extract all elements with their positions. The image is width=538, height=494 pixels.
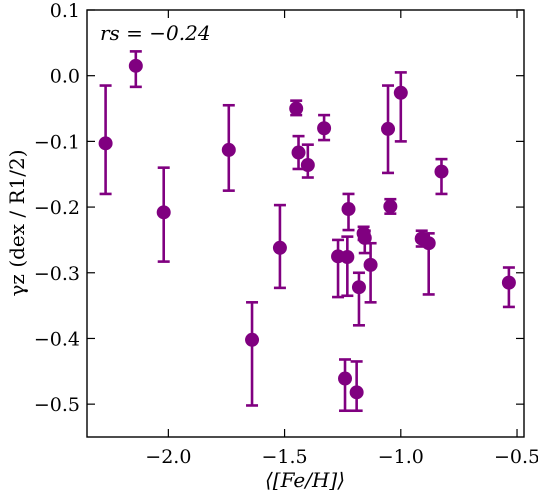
- x-tick-label: −2.0: [145, 446, 191, 468]
- y-tick-label: 0.1: [50, 0, 80, 22]
- axis-ticks: −2.0 −1.5 −1.0 −0.5 0.1 0.0 −0.1 −0.2 −0.3 −0.4 −0…: [34, 0, 538, 468]
- marker: [357, 230, 372, 245]
- marker: [381, 121, 396, 136]
- y-tick-label: −0.3: [34, 263, 80, 285]
- marker: [98, 136, 113, 151]
- data-point: [221, 103, 236, 192]
- x-tick-label: −1.5: [262, 446, 308, 468]
- marker: [289, 101, 304, 116]
- marker: [341, 202, 356, 217]
- data-point: [421, 232, 436, 296]
- y-tick-label: 0.0: [50, 66, 80, 88]
- marker: [340, 250, 355, 265]
- data-point: [434, 157, 449, 196]
- plot-frame: [86, 9, 525, 438]
- data-point: [156, 166, 171, 263]
- marker: [245, 332, 260, 347]
- data-point: [300, 143, 315, 179]
- x-axis-label: ⟨[Fe/H]⟩: [265, 468, 345, 492]
- annotation-rs: rs = −0.24: [100, 21, 211, 45]
- y-tick-label: −0.2: [34, 197, 80, 219]
- data-point: [357, 229, 372, 255]
- y-axis-label: γz (dex / R1/2): [5, 149, 29, 296]
- marker: [156, 205, 171, 220]
- marker: [291, 145, 306, 160]
- data-point: [381, 84, 396, 175]
- data-point: [128, 50, 143, 89]
- marker: [421, 236, 436, 251]
- data-point: [501, 266, 516, 309]
- marker: [338, 371, 353, 386]
- data-points: [98, 50, 516, 413]
- marker: [501, 275, 516, 290]
- marker: [393, 85, 408, 100]
- marker: [351, 280, 366, 295]
- marker: [300, 158, 315, 173]
- data-point: [331, 238, 346, 299]
- data-point: [340, 235, 355, 298]
- marker: [383, 199, 398, 214]
- data-point: [349, 360, 364, 413]
- data-point: [245, 301, 260, 407]
- data-point: [272, 203, 287, 290]
- data-point: [289, 99, 304, 117]
- marker: [349, 385, 364, 400]
- marker: [221, 142, 236, 157]
- marker: [128, 58, 143, 73]
- data-point: [341, 192, 356, 232]
- x-tick-label: −0.5: [494, 446, 538, 468]
- data-point: [393, 71, 408, 143]
- y-tick-label: −0.4: [34, 328, 80, 350]
- marker: [272, 240, 287, 255]
- data-point: [351, 271, 366, 327]
- y-tick-label: −0.1: [34, 131, 80, 153]
- y-tick-label: −0.5: [34, 394, 80, 416]
- marker: [363, 257, 378, 272]
- data-point: [98, 84, 113, 196]
- marker: [317, 121, 332, 136]
- x-tick-label: −1.0: [378, 446, 424, 468]
- data-point: [338, 358, 353, 413]
- marker: [434, 164, 449, 179]
- data-point: [317, 113, 332, 142]
- data-point: [383, 197, 398, 215]
- data-point: [363, 241, 378, 304]
